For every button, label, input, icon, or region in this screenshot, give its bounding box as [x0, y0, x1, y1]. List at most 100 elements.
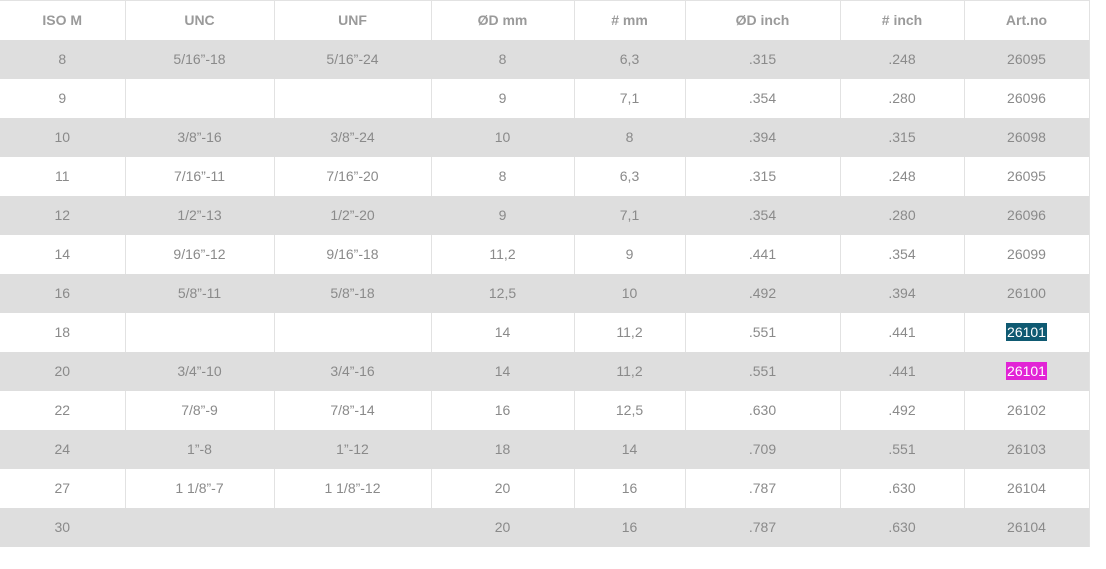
cell-diameter-mm: 8 [431, 39, 574, 79]
cell-article-number: 26100 [964, 273, 1089, 313]
cell-iso-m: 20 [0, 351, 125, 391]
cell-hex-mm: 9 [573, 234, 685, 274]
cell-diameter-mm: 8 [430, 156, 574, 196]
spec-table: ISO M UNC UNF ØD mm # mm ØD inch # inch … [0, 0, 1090, 547]
cell-iso-m: 11 [0, 156, 125, 196]
selected-article-number[interactable]: 26101 [1006, 323, 1047, 341]
cell-article-number: 26099 [963, 234, 1089, 274]
cell-unc: 1/2”-13 [125, 195, 274, 235]
cell-diameter-mm: 9 [431, 195, 574, 235]
cell-article-number: 26104 [964, 507, 1089, 547]
cell-hex-inch: .551 [840, 429, 964, 469]
cell-hex-inch: .630 [840, 507, 964, 547]
cell-diameter-inch: .709 [685, 429, 840, 469]
cell-hex-inch: .354 [839, 234, 964, 274]
cell-iso-m: 16 [0, 273, 125, 313]
cell-article-number: 26104 [963, 468, 1089, 508]
cell-unc [124, 78, 274, 118]
cell-unc: 3/4”-10 [125, 351, 274, 391]
table-row: 18 14 11,2 .551 .441 26101 [0, 312, 1089, 352]
cell-hex-mm: 7,1 [573, 78, 685, 118]
cell-iso-m: 8 [0, 39, 125, 79]
column-header-diameter-mm: ØD mm [430, 0, 574, 40]
cell-article-number: 26096 [964, 195, 1089, 235]
table-row: 8 5/16”-18 5/16”-24 8 6,3 .315 .248 2609… [0, 39, 1089, 79]
cell-iso-m: 30 [0, 507, 125, 547]
cell-diameter-inch: .630 [684, 390, 840, 430]
cell-unf [274, 507, 431, 547]
cell-hex-mm: 11,2 [573, 312, 685, 352]
cell-hex-mm: 6,3 [573, 156, 685, 196]
cell-unf: 1 1/8”-12 [273, 468, 431, 508]
cell-diameter-mm: 9 [430, 78, 574, 118]
cell-unf: 7/16”-20 [273, 156, 431, 196]
cell-hex-mm: 10 [574, 273, 685, 313]
table-row: 12 1/2”-13 1/2”-20 9 7,1 .354 .280 26096 [0, 195, 1089, 235]
cell-unf [273, 312, 431, 352]
cell-hex-inch: .630 [839, 468, 964, 508]
cell-hex-inch: .394 [840, 273, 964, 313]
highlighted-article-number[interactable]: 26101 [1006, 362, 1047, 380]
cell-unc: 1 1/8”-7 [124, 468, 274, 508]
cell-article-number: 26098 [964, 117, 1089, 157]
cell-unf: 5/8”-18 [274, 273, 431, 313]
column-header-hex-mm: # mm [573, 0, 685, 40]
column-header-unc: UNC [124, 0, 274, 40]
cell-diameter-inch: .354 [684, 78, 840, 118]
table-row: 10 3/8”-16 3/8”-24 10 8 .394 .315 26098 [0, 117, 1089, 157]
table-row: 9 9 7,1 .354 .280 26096 [0, 78, 1089, 118]
cell-hex-mm: 16 [574, 507, 685, 547]
cell-unc: 5/16”-18 [125, 39, 274, 79]
cell-article-number: 26095 [963, 156, 1089, 196]
cell-diameter-mm: 20 [430, 468, 574, 508]
column-header-unf: UNF [273, 0, 431, 40]
cell-iso-m: 24 [0, 429, 125, 469]
cell-unf: 3/8”-24 [274, 117, 431, 157]
cell-diameter-inch: .787 [684, 468, 840, 508]
cell-diameter-inch: .441 [684, 234, 840, 274]
cell-unf: 9/16”-18 [273, 234, 431, 274]
cell-unc: 3/8”-16 [125, 117, 274, 157]
cell-diameter-mm: 14 [430, 312, 574, 352]
cell-diameter-mm: 16 [430, 390, 574, 430]
cell-diameter-inch: .551 [684, 312, 840, 352]
table-header-row: ISO M UNC UNF ØD mm # mm ØD inch # inch … [0, 0, 1089, 40]
table-row: 20 3/4”-10 3/4”-16 14 11,2 .551 .441 261… [0, 351, 1089, 391]
table-row: 22 7/8”-9 7/8”-14 16 12,5 .630 .492 2610… [0, 390, 1089, 430]
cell-unf [273, 78, 431, 118]
cell-article-number: 26102 [963, 390, 1089, 430]
cell-hex-mm: 12,5 [573, 390, 685, 430]
cell-hex-inch: .492 [839, 390, 964, 430]
cell-hex-inch: .441 [839, 312, 964, 352]
cell-iso-m: 27 [0, 468, 125, 508]
cell-diameter-inch: .315 [685, 39, 840, 79]
cell-hex-mm: 16 [573, 468, 685, 508]
cell-unc: 1”-8 [125, 429, 274, 469]
cell-hex-mm: 11,2 [574, 351, 685, 391]
cell-unc: 7/16”-11 [124, 156, 274, 196]
cell-diameter-inch: .492 [685, 273, 840, 313]
cell-diameter-inch: .354 [685, 195, 840, 235]
cell-iso-m: 10 [0, 117, 125, 157]
cell-article-number: 26095 [964, 39, 1089, 79]
cell-hex-inch: .248 [839, 156, 964, 196]
cell-unc: 5/8”-11 [125, 273, 274, 313]
cell-diameter-mm: 10 [431, 117, 574, 157]
cell-iso-m: 14 [0, 234, 125, 274]
table-row: 24 1”-8 1”-12 18 14 .709 .551 26103 [0, 429, 1089, 469]
table-row: 14 9/16”-12 9/16”-18 11,2 9 .441 .354 26… [0, 234, 1089, 274]
cell-iso-m: 22 [0, 390, 125, 430]
column-header-hex-inch: # inch [839, 0, 964, 40]
cell-hex-mm: 7,1 [574, 195, 685, 235]
cell-iso-m: 12 [0, 195, 125, 235]
cell-article-number: 26101 [964, 351, 1089, 391]
cell-unc [125, 507, 274, 547]
cell-diameter-mm: 20 [431, 507, 574, 547]
cell-article-number: 26096 [963, 78, 1089, 118]
cell-unf: 7/8”-14 [273, 390, 431, 430]
cell-unc: 7/8”-9 [124, 390, 274, 430]
cell-diameter-mm: 18 [431, 429, 574, 469]
cell-unf: 3/4”-16 [274, 351, 431, 391]
cell-diameter-mm: 12,5 [431, 273, 574, 313]
cell-diameter-inch: .315 [684, 156, 840, 196]
